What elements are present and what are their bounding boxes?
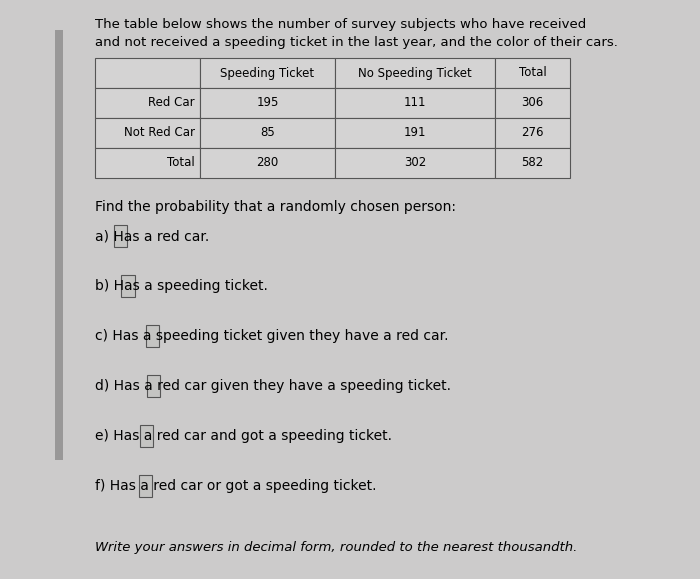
- Text: Total: Total: [167, 156, 195, 170]
- Text: Not Red Car: Not Red Car: [124, 126, 195, 140]
- Text: c) Has a speeding ticket given they have a red car.: c) Has a speeding ticket given they have…: [95, 329, 449, 343]
- Text: e) Has a red car and got a speeding ticket.: e) Has a red car and got a speeding tick…: [95, 429, 392, 443]
- Bar: [120, 275, 134, 297]
- Bar: [95, 118, 200, 148]
- Text: 111: 111: [404, 97, 426, 109]
- Text: The table below shows the number of survey subjects who have received: The table below shows the number of surv…: [95, 18, 587, 31]
- Bar: [200, 58, 335, 88]
- Bar: [200, 88, 335, 118]
- Text: 302: 302: [404, 156, 426, 170]
- Bar: [55, 30, 63, 460]
- Text: d) Has a red car given they have a speeding ticket.: d) Has a red car given they have a speed…: [95, 379, 451, 393]
- Bar: [139, 425, 153, 447]
- Text: Write your answers in decimal form, rounded to the nearest thousandth.: Write your answers in decimal form, roun…: [95, 541, 578, 554]
- Text: a) Has a red car.: a) Has a red car.: [95, 229, 209, 243]
- Bar: [335, 58, 495, 88]
- Bar: [335, 88, 495, 118]
- Bar: [335, 148, 495, 178]
- Bar: [95, 58, 200, 88]
- Text: 306: 306: [522, 97, 544, 109]
- Bar: [146, 325, 159, 347]
- Bar: [113, 225, 127, 247]
- Text: 276: 276: [522, 126, 544, 140]
- Text: No Speeding Ticket: No Speeding Ticket: [358, 67, 472, 79]
- Text: 582: 582: [522, 156, 544, 170]
- Bar: [95, 88, 200, 118]
- Text: Red Car: Red Car: [148, 97, 195, 109]
- Bar: [200, 118, 335, 148]
- Text: and not received a speeding ticket in the last year, and the color of their cars: and not received a speeding ticket in th…: [95, 36, 618, 49]
- Text: Find the probability that a randomly chosen person:: Find the probability that a randomly cho…: [95, 200, 456, 214]
- Text: Total: Total: [519, 67, 547, 79]
- Text: 191: 191: [404, 126, 426, 140]
- Bar: [495, 118, 570, 148]
- Bar: [335, 118, 495, 148]
- Text: 85: 85: [260, 126, 275, 140]
- Bar: [95, 148, 200, 178]
- Text: 280: 280: [256, 156, 279, 170]
- Bar: [495, 148, 570, 178]
- Text: Speeding Ticket: Speeding Ticket: [220, 67, 314, 79]
- Text: f) Has a red car or got a speeding ticket.: f) Has a red car or got a speeding ticke…: [95, 479, 377, 493]
- Text: 195: 195: [256, 97, 279, 109]
- Bar: [146, 375, 160, 397]
- Text: b) Has a speeding ticket.: b) Has a speeding ticket.: [95, 279, 268, 293]
- Bar: [200, 148, 335, 178]
- Bar: [139, 475, 151, 497]
- Bar: [495, 58, 570, 88]
- Bar: [495, 88, 570, 118]
